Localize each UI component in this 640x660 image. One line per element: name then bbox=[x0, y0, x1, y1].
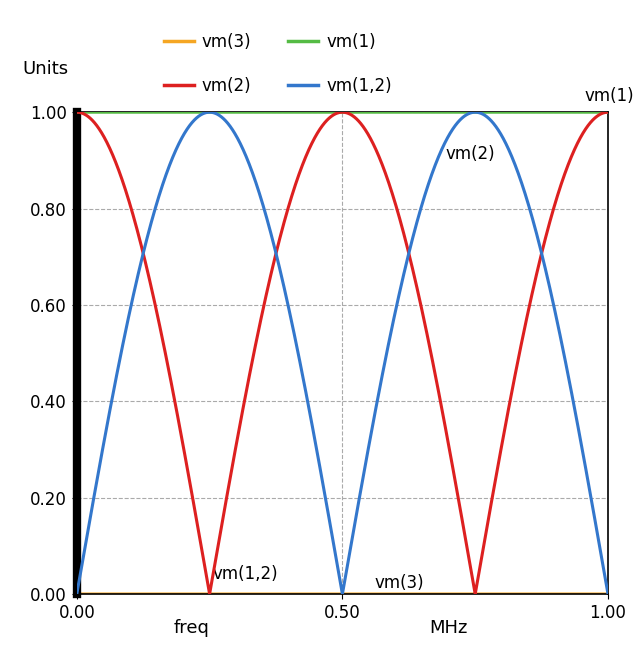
Text: freq: freq bbox=[174, 619, 210, 637]
Legend: vm(2), vm(1,2): vm(2), vm(1,2) bbox=[157, 70, 399, 101]
Text: vm(1,2): vm(1,2) bbox=[212, 566, 278, 583]
Text: vm(3): vm(3) bbox=[374, 574, 424, 591]
Text: MHz: MHz bbox=[429, 619, 467, 637]
Text: vm(1): vm(1) bbox=[584, 87, 634, 105]
Text: Units: Units bbox=[22, 60, 68, 79]
Text: vm(2): vm(2) bbox=[446, 145, 495, 163]
